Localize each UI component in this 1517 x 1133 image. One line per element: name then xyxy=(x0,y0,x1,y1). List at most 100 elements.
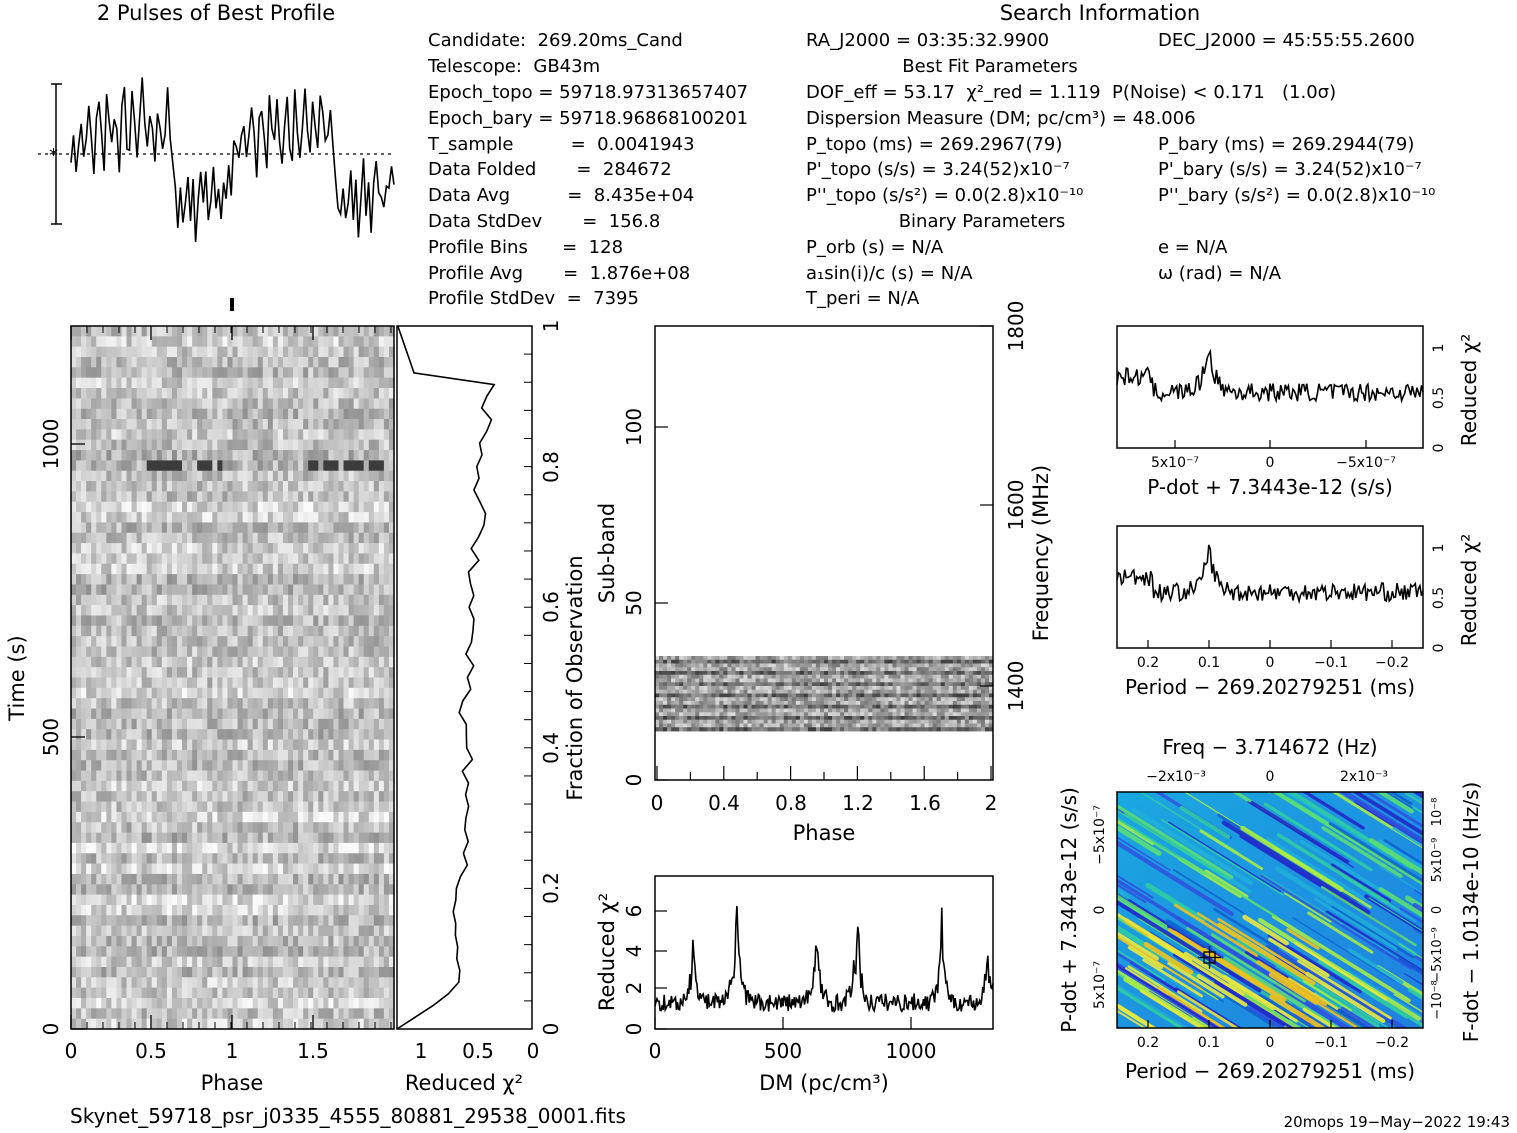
time-phase-cell xyxy=(187,987,193,999)
time-phase-cell xyxy=(303,336,309,348)
time-phase-cell xyxy=(338,780,345,792)
time-phase-cell xyxy=(171,377,178,389)
time-phase-cell xyxy=(262,987,269,999)
time-phase-cell xyxy=(86,915,92,927)
time-phase-cell xyxy=(363,1018,370,1030)
time-phase-cell xyxy=(247,1018,254,1030)
time-phase-cell xyxy=(197,946,203,958)
time-phase-cell xyxy=(111,522,118,534)
time-phase-cell xyxy=(71,842,77,854)
time-phase-cell xyxy=(91,326,97,337)
time-phase-cell xyxy=(91,822,97,834)
time-phase-cell xyxy=(86,884,92,896)
time-phase-cell xyxy=(76,367,82,379)
time-phase-cell xyxy=(267,377,274,389)
time-phase-cell xyxy=(126,987,133,999)
time-phase-cell xyxy=(156,605,163,617)
time-phase-cell xyxy=(207,687,213,699)
time-phase-cell xyxy=(176,925,183,937)
time-phase-cell xyxy=(131,450,138,461)
time-phase-cell xyxy=(146,822,153,834)
time-phase-cell xyxy=(262,543,269,555)
time-phase-cell xyxy=(71,677,77,689)
time-phase-cell xyxy=(81,574,87,586)
time-phase-cell xyxy=(207,398,213,410)
time-phase-cell xyxy=(353,636,360,648)
time-phase-cell xyxy=(313,935,319,947)
time-phase-cell xyxy=(257,915,264,927)
time-phase-cell xyxy=(338,491,345,503)
time-phase-cell xyxy=(262,863,269,875)
time-phase-cell xyxy=(328,977,335,989)
time-phase-cell xyxy=(247,884,254,896)
time-phase-cell xyxy=(282,863,289,875)
subband-cell xyxy=(852,656,857,661)
time-phase-cell xyxy=(252,749,259,761)
time-phase-cell xyxy=(257,439,264,451)
time-phase-cell xyxy=(121,491,128,503)
time-phase-cell xyxy=(217,429,224,441)
time-phase-cell xyxy=(71,439,77,451)
time-phase-cell xyxy=(232,470,239,482)
time-phase-cell xyxy=(96,574,102,586)
time-phase-cell xyxy=(272,574,279,586)
subband-cell xyxy=(755,671,761,676)
subband-cell xyxy=(735,674,740,679)
time-phase-cell xyxy=(217,532,224,544)
time-phase-cell xyxy=(71,966,77,978)
time-phase-cell xyxy=(141,460,148,472)
time-phase-cell xyxy=(383,966,390,978)
time-phase-cell xyxy=(182,873,188,885)
time-phase-cell xyxy=(252,470,259,482)
time-phase-cell xyxy=(333,873,340,885)
time-phase-cell xyxy=(288,822,294,834)
time-phase-cell xyxy=(212,935,218,947)
time-phase-cell xyxy=(257,718,264,730)
time-phase-cell xyxy=(151,429,158,441)
time-phase-cell xyxy=(166,326,173,337)
time-phase-cell xyxy=(76,481,82,493)
time-phase-cell xyxy=(171,408,178,420)
subband-cell xyxy=(703,667,708,672)
time-phase-cell xyxy=(277,398,284,410)
time-phase-cell xyxy=(116,708,123,720)
time-phase-cell xyxy=(262,636,269,648)
time-phase-cell xyxy=(252,1018,259,1030)
time-phase-cell xyxy=(383,977,390,989)
time-phase-cell xyxy=(187,470,193,482)
time-phase-cell xyxy=(277,605,284,617)
subband-cell xyxy=(904,678,909,683)
time-phase-cell xyxy=(323,1008,329,1020)
time-phase-cell xyxy=(91,636,97,648)
time-phase-cell xyxy=(197,346,203,358)
time-phase-cell xyxy=(222,946,229,958)
subband-cell xyxy=(695,671,700,676)
time-phase-cell xyxy=(151,822,158,834)
time-phase-cell xyxy=(111,450,118,461)
time-phase-cell xyxy=(151,811,158,823)
time-phase-cell xyxy=(222,780,229,792)
time-phase-cell xyxy=(76,977,82,989)
time-phase-cell xyxy=(217,357,224,368)
time-phase-cell xyxy=(282,832,289,844)
time-phase-cell xyxy=(328,584,335,596)
subband-cell xyxy=(711,667,716,672)
time-phase-cell xyxy=(323,491,329,503)
time-phase-cell xyxy=(363,956,370,968)
subband-cell xyxy=(659,667,664,672)
time-phase-cell xyxy=(81,811,87,823)
time-phase-cell xyxy=(313,946,319,958)
time-phase-cell xyxy=(293,667,299,679)
time-phase-cell xyxy=(277,460,284,472)
time-phase-cell xyxy=(363,770,370,782)
info-left-7: Data StdDev = 156.8 xyxy=(428,211,660,232)
time-phase-cell xyxy=(182,687,188,699)
time-phase-cell xyxy=(136,377,143,389)
subband-cell xyxy=(747,678,752,683)
time-phase-cell xyxy=(343,708,350,720)
time-phase-cell xyxy=(348,388,355,399)
time-phase-cell xyxy=(388,1008,395,1020)
time-phase-cell xyxy=(353,522,360,534)
time-phase-cell xyxy=(227,336,234,348)
time-phase-cell xyxy=(217,367,224,379)
